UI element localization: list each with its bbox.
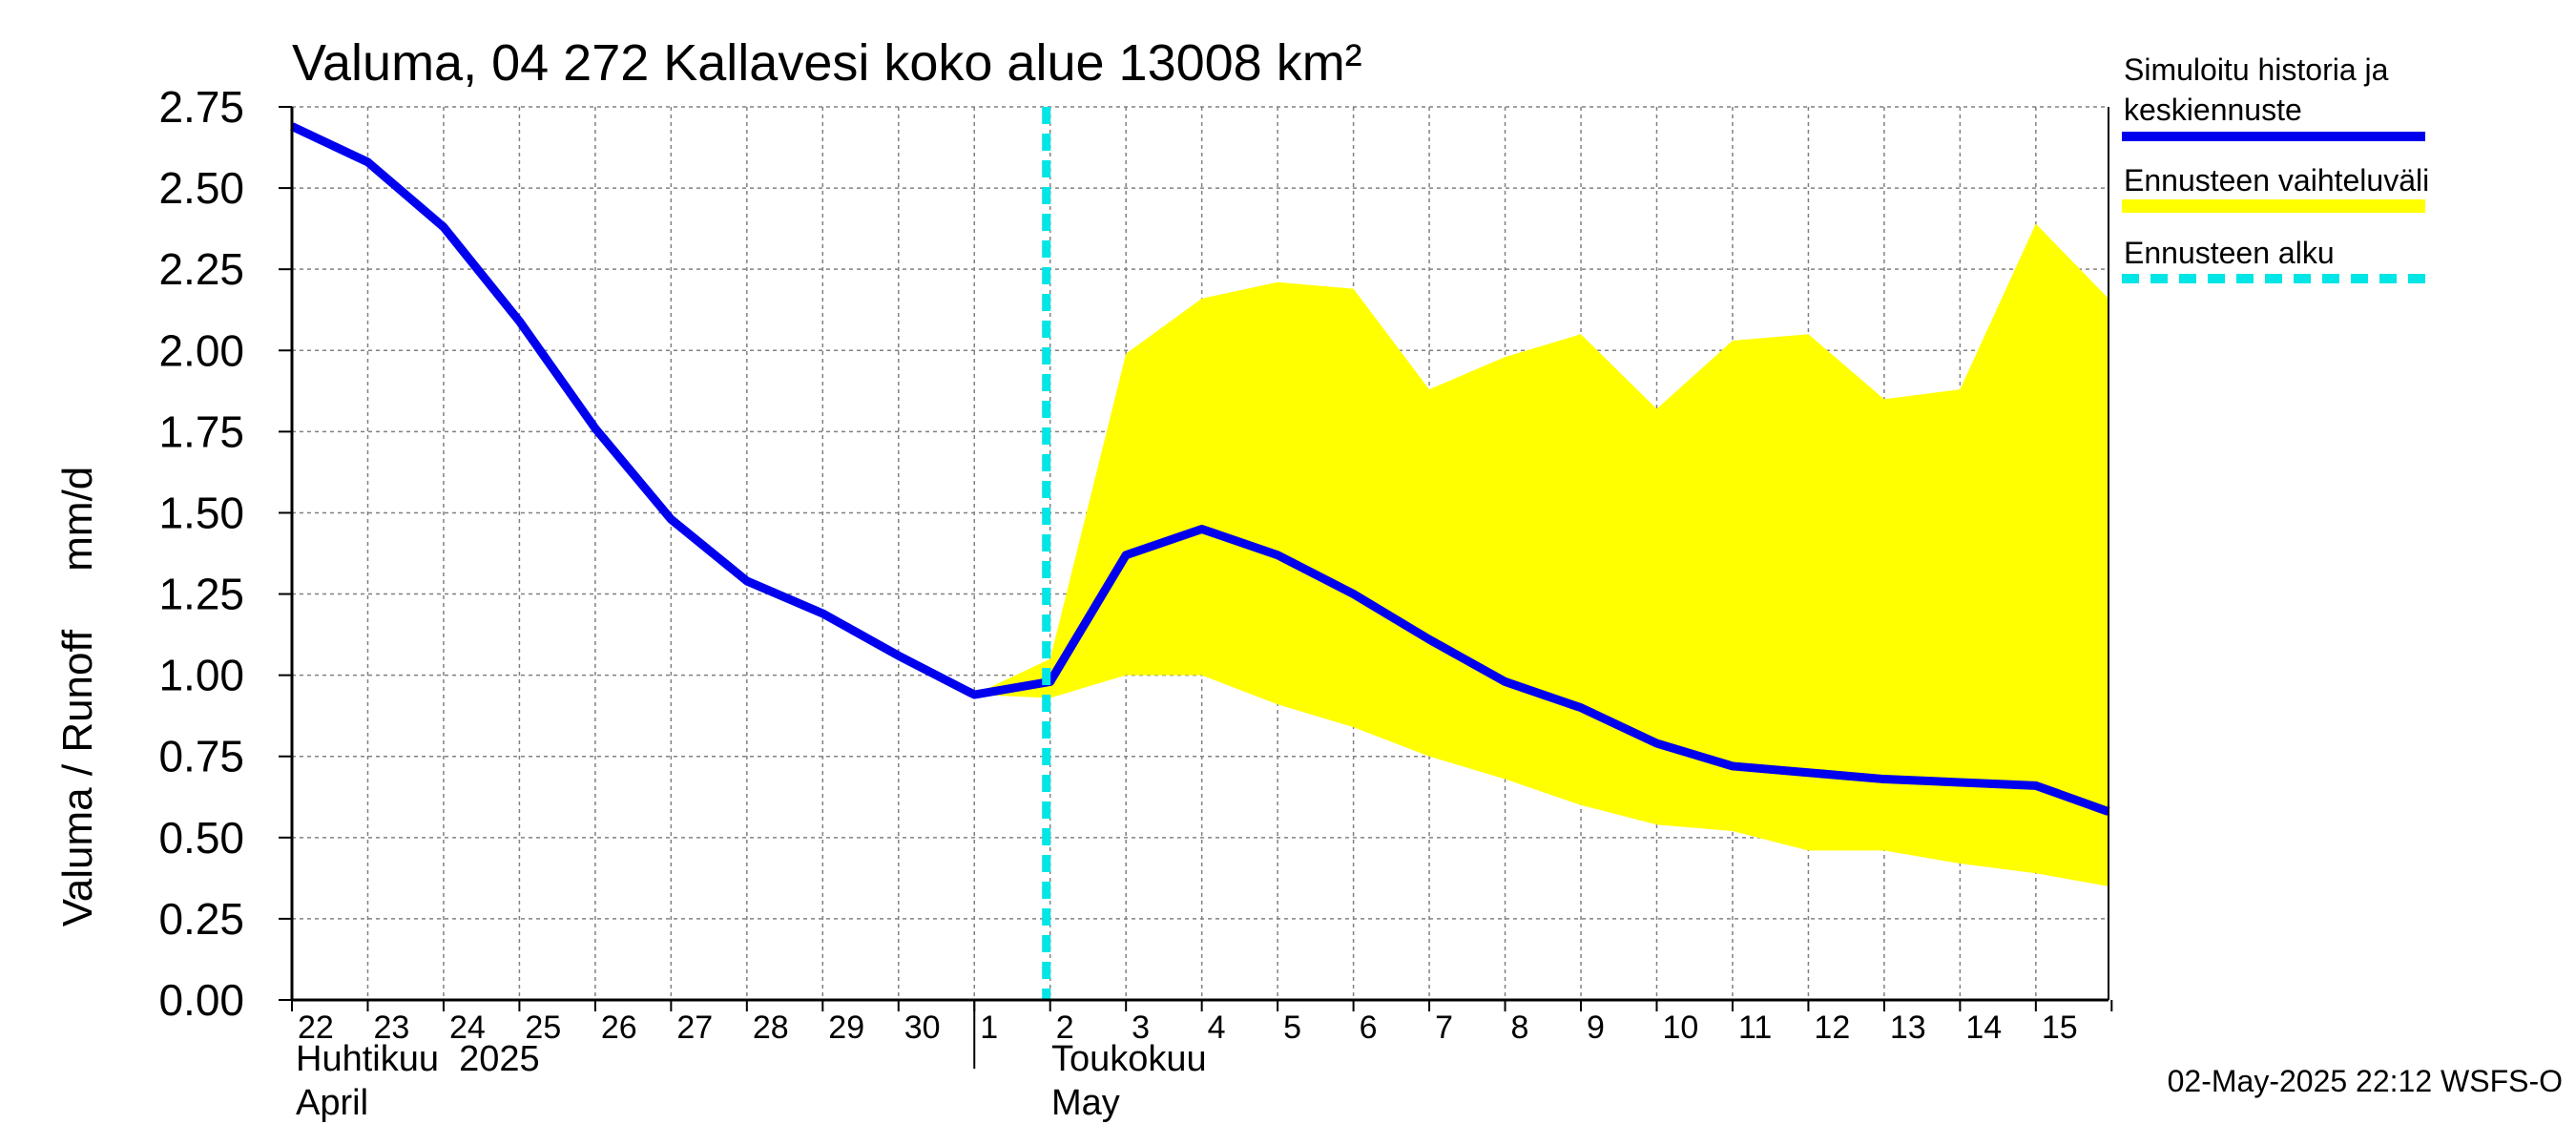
x-tick-label: 8: [1511, 1010, 1529, 1046]
legend-start-label: Ennusteen alku: [2124, 236, 2335, 270]
x-tick-label: 26: [601, 1010, 637, 1046]
x-tick-label: 28: [753, 1010, 789, 1046]
forecast-range-area: [974, 223, 2109, 886]
x-tick-label: 4: [1208, 1010, 1226, 1046]
x-tick-label: 5: [1283, 1010, 1301, 1046]
y-tick-label: 0.50: [158, 813, 244, 863]
x-tick-label: 30: [904, 1010, 941, 1046]
y-tick-label: 0.00: [158, 975, 244, 1025]
legend-history-label-line2: keskiennuste: [2124, 93, 2302, 127]
legend: Simuloitu historia ja keskiennuste Ennus…: [2122, 52, 2429, 283]
y-tick-label: 2.00: [158, 325, 244, 375]
y-tick-labels: 0.00 0.25 0.50 0.75 1.00 1.25 1.50 1.75 2.00 2.25…: [158, 82, 244, 1025]
x-tick-label: 11: [1738, 1010, 1772, 1046]
x-tick-label: 29: [828, 1010, 864, 1046]
x-tick-label: 22: [298, 1010, 334, 1046]
month-label-may-en: May: [1051, 1083, 1120, 1123]
x-tick-label: 10: [1662, 1010, 1698, 1046]
x-tick-label: 13: [1890, 1010, 1926, 1046]
y-tick-label: 1.00: [158, 651, 244, 700]
x-tick-label: 2: [1056, 1010, 1074, 1046]
history-line: [290, 122, 2110, 816]
timestamp: 02-May-2025 22:12 WSFS-O: [2168, 1064, 2563, 1098]
x-tick-label: 24: [449, 1010, 486, 1046]
history-series-line: [290, 122, 2110, 816]
y-tick-label: 2.75: [158, 82, 244, 132]
y-tick-label: 1.50: [158, 488, 244, 537]
chart-title: Valuma, 04 272 Kallavesi koko alue 13008…: [292, 34, 1362, 92]
x-tick-labels: 22 23 24 25 26 27 28 29 30 1 2 3 4 5 6 7 8 9 10 11 12 13 14 15: [298, 1010, 2078, 1046]
x-tick-label: 3: [1132, 1010, 1150, 1046]
month-label-april-fi: Huhtikuu 2025: [296, 1039, 540, 1079]
x-tick-label: 6: [1360, 1010, 1378, 1046]
y-axis-label: Valuma / Runoff mm/d: [54, 467, 101, 927]
x-tick-label: 27: [676, 1010, 713, 1046]
forecast-range-band: [974, 223, 2109, 886]
y-tick-label: 2.25: [158, 244, 244, 294]
x-tick-label: 9: [1587, 1010, 1605, 1046]
y-tick-label: 1.75: [158, 406, 244, 456]
legend-history-label-line1: Simuloitu historia ja: [2124, 52, 2389, 87]
x-tick-label: 7: [1435, 1010, 1453, 1046]
axes: [279, 106, 2113, 1069]
month-label-april-en: April: [296, 1083, 368, 1123]
month-label-may-fi: Toukokuu: [1051, 1039, 1207, 1079]
legend-range-label: Ennusteen vaihteluväli: [2124, 163, 2429, 198]
y-tick-label: 0.25: [158, 894, 244, 944]
y-tick-label: 1.25: [158, 570, 244, 619]
y-tick-label: 0.75: [158, 732, 244, 781]
y-tick-label: 2.50: [158, 163, 244, 213]
x-tick-label: 15: [2042, 1010, 2078, 1046]
x-tick-label: 1: [980, 1010, 998, 1046]
x-tick-label: 23: [373, 1010, 409, 1046]
x-tick-label: 14: [1965, 1010, 2002, 1046]
x-tick-label: 25: [525, 1010, 561, 1046]
x-tick-label: 12: [1814, 1010, 1850, 1046]
